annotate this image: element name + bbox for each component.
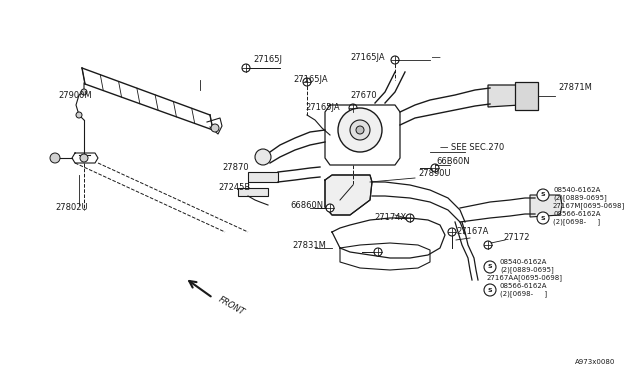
Circle shape bbox=[537, 212, 549, 224]
Circle shape bbox=[76, 112, 82, 118]
Circle shape bbox=[484, 241, 492, 249]
Text: 27165JA: 27165JA bbox=[305, 103, 340, 112]
Text: 27174X: 27174X bbox=[374, 214, 406, 222]
Text: (2)[0698-     ]: (2)[0698- ] bbox=[553, 219, 600, 225]
Text: (2)[0698-     ]: (2)[0698- ] bbox=[500, 291, 547, 297]
Circle shape bbox=[406, 214, 414, 222]
Polygon shape bbox=[238, 188, 268, 196]
Text: 08540-6162A: 08540-6162A bbox=[500, 259, 547, 265]
Text: S: S bbox=[541, 192, 545, 198]
Polygon shape bbox=[488, 85, 522, 107]
Text: ―: ― bbox=[432, 54, 440, 62]
Text: 27165JA: 27165JA bbox=[350, 54, 385, 62]
Circle shape bbox=[537, 189, 549, 201]
Text: FRONT: FRONT bbox=[217, 295, 246, 317]
Text: 27167A: 27167A bbox=[456, 228, 488, 237]
Polygon shape bbox=[325, 175, 372, 215]
Text: 27167AA[0695-0698]: 27167AA[0695-0698] bbox=[487, 275, 563, 281]
Circle shape bbox=[81, 89, 87, 95]
Text: 27831M: 27831M bbox=[292, 241, 326, 250]
Text: S: S bbox=[488, 288, 492, 292]
Text: 66860N: 66860N bbox=[290, 201, 323, 209]
Text: 27165J: 27165J bbox=[253, 55, 282, 64]
Circle shape bbox=[326, 204, 334, 212]
Circle shape bbox=[484, 284, 496, 296]
Text: — SEE SEC.270: — SEE SEC.270 bbox=[440, 144, 504, 153]
Circle shape bbox=[242, 64, 250, 72]
Text: 27870: 27870 bbox=[222, 164, 248, 173]
Text: S: S bbox=[488, 264, 492, 269]
Circle shape bbox=[338, 108, 382, 152]
Circle shape bbox=[50, 153, 60, 163]
Text: 27802U: 27802U bbox=[55, 203, 88, 212]
Text: 27165JA: 27165JA bbox=[293, 76, 328, 84]
Polygon shape bbox=[530, 195, 562, 217]
Text: 08566-6162A: 08566-6162A bbox=[500, 283, 547, 289]
Circle shape bbox=[211, 124, 219, 132]
Text: 27172: 27172 bbox=[503, 234, 529, 243]
Text: 27167M[0695-0698]: 27167M[0695-0698] bbox=[553, 203, 625, 209]
Text: 08540-6162A: 08540-6162A bbox=[553, 187, 600, 193]
Text: (2)[0889-0695]: (2)[0889-0695] bbox=[553, 195, 607, 201]
Circle shape bbox=[350, 120, 370, 140]
Text: 27900M: 27900M bbox=[58, 92, 92, 100]
Circle shape bbox=[391, 56, 399, 64]
Text: (2)[0889-0695]: (2)[0889-0695] bbox=[500, 267, 554, 273]
Text: A973x0080: A973x0080 bbox=[575, 359, 615, 365]
Polygon shape bbox=[248, 172, 278, 182]
Text: 66B60N: 66B60N bbox=[436, 157, 470, 167]
Circle shape bbox=[255, 149, 271, 165]
Circle shape bbox=[484, 261, 496, 273]
Text: 27871M: 27871M bbox=[558, 83, 592, 93]
Circle shape bbox=[303, 78, 311, 86]
Text: 27245B: 27245B bbox=[218, 183, 250, 192]
Text: 08566-6162A: 08566-6162A bbox=[553, 211, 600, 217]
Circle shape bbox=[349, 104, 357, 112]
Circle shape bbox=[356, 126, 364, 134]
Circle shape bbox=[80, 154, 88, 162]
Text: 27890U: 27890U bbox=[418, 169, 451, 177]
Text: S: S bbox=[541, 215, 545, 221]
Text: 27670: 27670 bbox=[350, 92, 376, 100]
Circle shape bbox=[431, 164, 439, 172]
Circle shape bbox=[448, 228, 456, 236]
Circle shape bbox=[374, 248, 382, 256]
Polygon shape bbox=[515, 82, 538, 110]
